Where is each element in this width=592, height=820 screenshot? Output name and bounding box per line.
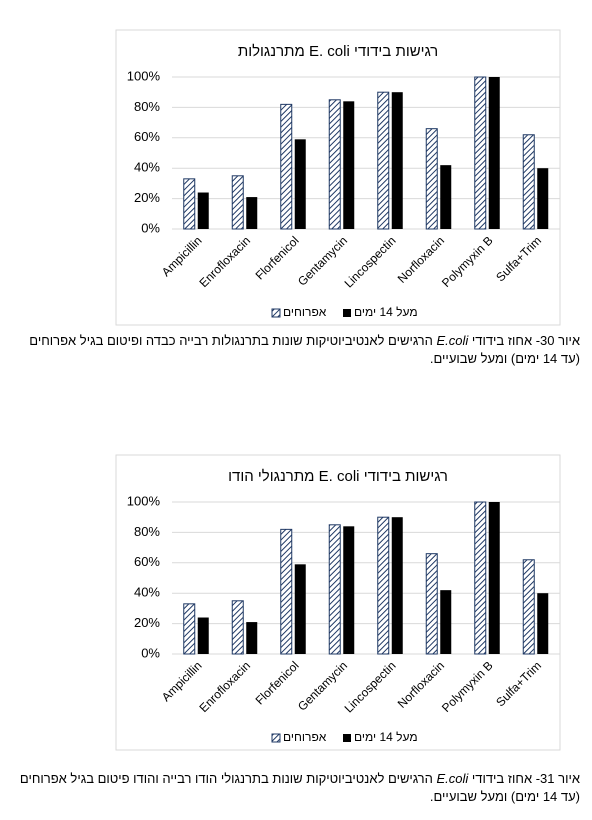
bar xyxy=(343,101,355,229)
y-tick-label: 60% xyxy=(134,129,160,144)
y-tick-label: 40% xyxy=(134,160,160,175)
bar xyxy=(231,600,244,655)
caption-text: הרגישים לאנטיביוטיקות שונות בתרנגולי הוד… xyxy=(19,771,580,804)
bar xyxy=(522,559,535,655)
bar xyxy=(231,175,244,230)
caption-italic: E.coli xyxy=(436,771,469,786)
bar xyxy=(391,92,403,229)
y-tick-label: 100% xyxy=(127,493,161,508)
bar xyxy=(246,197,258,229)
caption-text: הרגישים לאנטיביוטיקות שונות בתרנגולות רב… xyxy=(29,333,580,366)
bar xyxy=(197,617,209,654)
y-tick-label: 20% xyxy=(134,190,160,205)
bar xyxy=(328,99,341,230)
bar xyxy=(280,528,293,655)
bar xyxy=(294,139,306,229)
legend-swatch xyxy=(271,733,281,743)
bar xyxy=(522,134,535,230)
y-tick-label: 40% xyxy=(134,585,160,600)
caption: איור 30- אחוז בידודי E.coli הרגישים לאנט… xyxy=(18,332,580,368)
caption-text: איור 31- אחוז בידודי xyxy=(468,771,580,786)
y-tick-label: 60% xyxy=(134,554,160,569)
y-tick-label: 20% xyxy=(134,615,160,630)
bar xyxy=(474,501,487,655)
bar xyxy=(537,168,549,229)
legend-swatch xyxy=(271,308,281,318)
bar xyxy=(391,517,403,654)
caption: איור 31- אחוז בידודי E.coli הרגישים לאנט… xyxy=(18,770,580,806)
caption-text: איור 30- אחוז בידודי xyxy=(468,333,580,348)
bar xyxy=(377,516,390,655)
chart-title: רגישות בידודי E. coli מתרנגולי הודו xyxy=(228,468,448,485)
y-tick-label: 80% xyxy=(134,99,160,114)
bar xyxy=(425,553,438,655)
bar xyxy=(343,526,355,654)
legend-swatch xyxy=(343,734,351,742)
legend-swatch xyxy=(343,309,351,317)
bar xyxy=(425,128,438,230)
legend-label: אפרוחים xyxy=(283,305,327,319)
bar xyxy=(377,91,390,230)
y-tick-label: 80% xyxy=(134,524,160,539)
bar xyxy=(246,622,258,654)
bar xyxy=(294,564,306,654)
y-tick-label: 0% xyxy=(141,645,160,660)
bar xyxy=(183,603,196,655)
bar xyxy=(474,76,487,230)
bar xyxy=(183,178,196,230)
caption-italic: E.coli xyxy=(436,333,469,348)
legend-label: מעל 14 ימים xyxy=(354,305,418,319)
legend-label: אפרוחים xyxy=(283,730,327,744)
bar xyxy=(488,77,500,229)
y-tick-label: 0% xyxy=(141,220,160,235)
bar xyxy=(440,590,452,654)
chart-title: רגישות בידודי E. coli מתרנגולות xyxy=(238,43,438,60)
bar xyxy=(280,103,293,230)
bar xyxy=(537,593,549,654)
legend-label: מעל 14 ימים xyxy=(354,730,418,744)
bar xyxy=(488,502,500,654)
y-tick-label: 100% xyxy=(127,68,161,83)
bar xyxy=(440,165,452,229)
bar xyxy=(328,524,341,655)
bar xyxy=(197,192,209,229)
